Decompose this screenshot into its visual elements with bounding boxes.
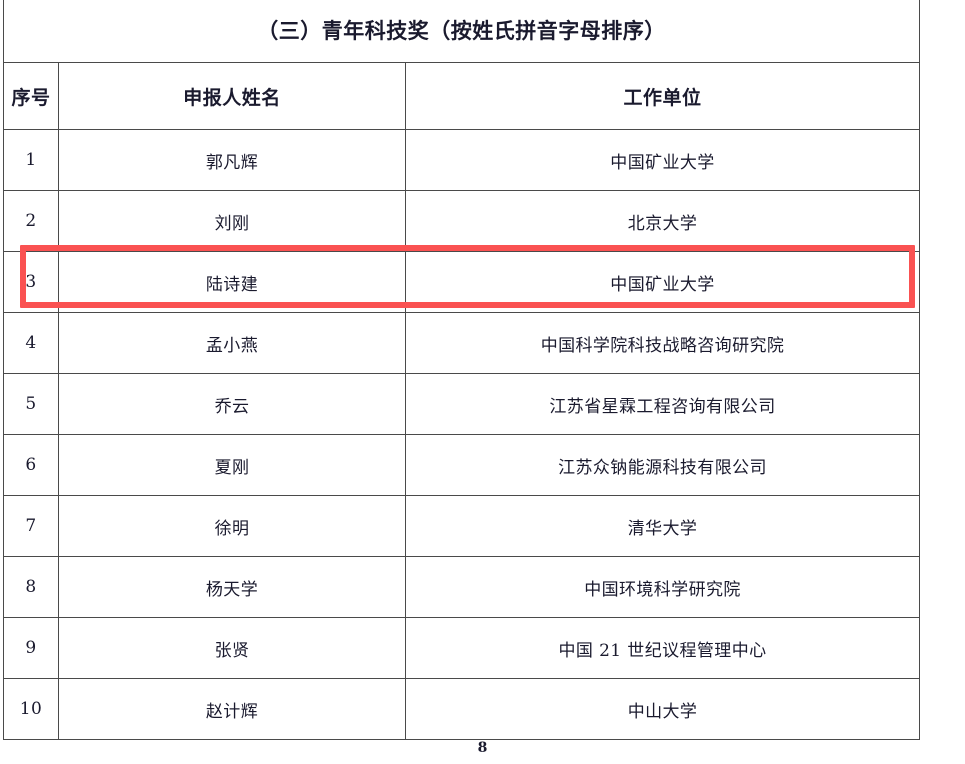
row-organization: 中国科学院科技战略咨询研究院 xyxy=(405,312,920,374)
table-body: （三）青年科技奖（按姓氏拼音字母排序） 序号 申报人姓名 工作单位 1 郭凡辉 … xyxy=(3,0,920,740)
table-row: 5 乔云 江苏省星霖工程咨询有限公司 xyxy=(3,373,920,435)
row-name: 乔云 xyxy=(58,373,406,435)
row-organization: 中国 21 世纪议程管理中心 xyxy=(405,617,920,679)
row-organization: 中国环境科学研究院 xyxy=(405,556,920,618)
row-name: 陆诗建 xyxy=(58,251,406,313)
table-row-highlighted: 3 陆诗建 中国矿业大学 xyxy=(3,251,920,313)
row-index: 3 xyxy=(3,251,59,313)
row-name: 杨天学 xyxy=(58,556,406,618)
row-organization: 中山大学 xyxy=(405,678,920,740)
row-index: 6 xyxy=(3,434,59,496)
table-row: 1 郭凡辉 中国矿业大学 xyxy=(3,129,920,191)
row-name: 赵计辉 xyxy=(58,678,406,740)
row-name: 孟小燕 xyxy=(58,312,406,374)
row-name: 郭凡辉 xyxy=(58,129,406,191)
row-name: 夏刚 xyxy=(58,434,406,496)
row-organization: 中国矿业大学 xyxy=(405,129,920,191)
table-row: 9 张贤 中国 21 世纪议程管理中心 xyxy=(3,617,920,679)
row-organization: 中国矿业大学 xyxy=(405,251,920,313)
row-name: 张贤 xyxy=(58,617,406,679)
row-index: 8 xyxy=(3,556,59,618)
table-row: 6 夏刚 江苏众钠能源科技有限公司 xyxy=(3,434,920,496)
section-title: （三）青年科技奖（按姓氏拼音字母排序） xyxy=(3,0,920,63)
award-candidates-table: （三）青年科技奖（按姓氏拼音字母排序） 序号 申报人姓名 工作单位 1 郭凡辉 … xyxy=(3,0,920,740)
column-header-name: 申报人姓名 xyxy=(58,62,406,130)
row-index: 5 xyxy=(3,373,59,435)
row-name: 刘刚 xyxy=(58,190,406,252)
row-organization: 北京大学 xyxy=(405,190,920,252)
section-title-row: （三）青年科技奖（按姓氏拼音字母排序） xyxy=(3,0,920,63)
table-row: 10 赵计辉 中山大学 xyxy=(3,678,920,740)
row-organization: 江苏省星霖工程咨询有限公司 xyxy=(405,373,920,435)
row-index: 4 xyxy=(3,312,59,374)
row-name: 徐明 xyxy=(58,495,406,557)
table-header-row: 序号 申报人姓名 工作单位 xyxy=(3,62,920,130)
page-number: 8 xyxy=(477,740,488,756)
row-index: 2 xyxy=(3,190,59,252)
row-index: 9 xyxy=(3,617,59,679)
row-organization: 江苏众钠能源科技有限公司 xyxy=(405,434,920,496)
row-index: 10 xyxy=(3,678,59,740)
row-index: 7 xyxy=(3,495,59,557)
table-row: 2 刘刚 北京大学 xyxy=(3,190,920,252)
table-row: 4 孟小燕 中国科学院科技战略咨询研究院 xyxy=(3,312,920,374)
row-organization: 清华大学 xyxy=(405,495,920,557)
table-row: 8 杨天学 中国环境科学研究院 xyxy=(3,556,920,618)
table-row: 7 徐明 清华大学 xyxy=(3,495,920,557)
column-header-index: 序号 xyxy=(3,62,59,130)
column-header-organization: 工作单位 xyxy=(405,62,920,130)
row-index: 1 xyxy=(3,129,59,191)
